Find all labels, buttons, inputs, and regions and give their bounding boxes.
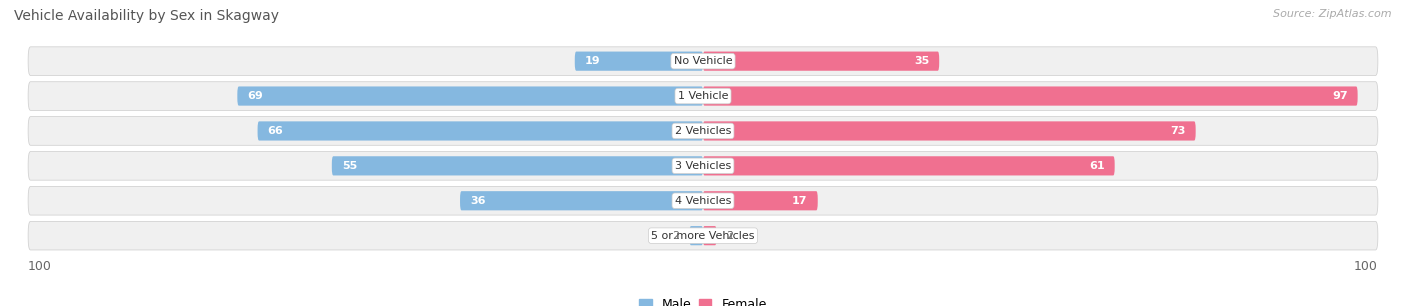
FancyBboxPatch shape xyxy=(703,191,818,210)
FancyBboxPatch shape xyxy=(703,156,1115,175)
Text: 5 or more Vehicles: 5 or more Vehicles xyxy=(651,231,755,241)
FancyBboxPatch shape xyxy=(703,226,717,245)
Text: 36: 36 xyxy=(470,196,485,206)
Text: 4 Vehicles: 4 Vehicles xyxy=(675,196,731,206)
Legend: Male, Female: Male, Female xyxy=(634,293,772,306)
FancyBboxPatch shape xyxy=(238,87,703,106)
FancyBboxPatch shape xyxy=(28,47,1378,76)
Text: 35: 35 xyxy=(914,56,929,66)
FancyBboxPatch shape xyxy=(28,82,1378,110)
FancyBboxPatch shape xyxy=(332,156,703,175)
Text: 2: 2 xyxy=(672,231,679,241)
Text: 66: 66 xyxy=(267,126,284,136)
Text: 2 Vehicles: 2 Vehicles xyxy=(675,126,731,136)
Text: 100: 100 xyxy=(28,260,52,273)
FancyBboxPatch shape xyxy=(28,117,1378,145)
FancyBboxPatch shape xyxy=(689,226,703,245)
FancyBboxPatch shape xyxy=(460,191,703,210)
Text: 55: 55 xyxy=(342,161,357,171)
FancyBboxPatch shape xyxy=(703,51,939,71)
Text: Vehicle Availability by Sex in Skagway: Vehicle Availability by Sex in Skagway xyxy=(14,9,278,23)
FancyBboxPatch shape xyxy=(28,151,1378,180)
Text: 73: 73 xyxy=(1170,126,1185,136)
FancyBboxPatch shape xyxy=(575,51,703,71)
Text: 17: 17 xyxy=(792,196,807,206)
Text: 97: 97 xyxy=(1331,91,1347,101)
FancyBboxPatch shape xyxy=(703,121,1195,140)
FancyBboxPatch shape xyxy=(703,87,1358,106)
Text: Source: ZipAtlas.com: Source: ZipAtlas.com xyxy=(1274,9,1392,19)
Text: 1 Vehicle: 1 Vehicle xyxy=(678,91,728,101)
FancyBboxPatch shape xyxy=(28,186,1378,215)
Text: No Vehicle: No Vehicle xyxy=(673,56,733,66)
Text: 3 Vehicles: 3 Vehicles xyxy=(675,161,731,171)
FancyBboxPatch shape xyxy=(28,221,1378,250)
Text: 2: 2 xyxy=(727,231,734,241)
FancyBboxPatch shape xyxy=(257,121,703,140)
Text: 61: 61 xyxy=(1088,161,1105,171)
Text: 69: 69 xyxy=(247,91,263,101)
Text: 100: 100 xyxy=(1354,260,1378,273)
Text: 19: 19 xyxy=(585,56,600,66)
